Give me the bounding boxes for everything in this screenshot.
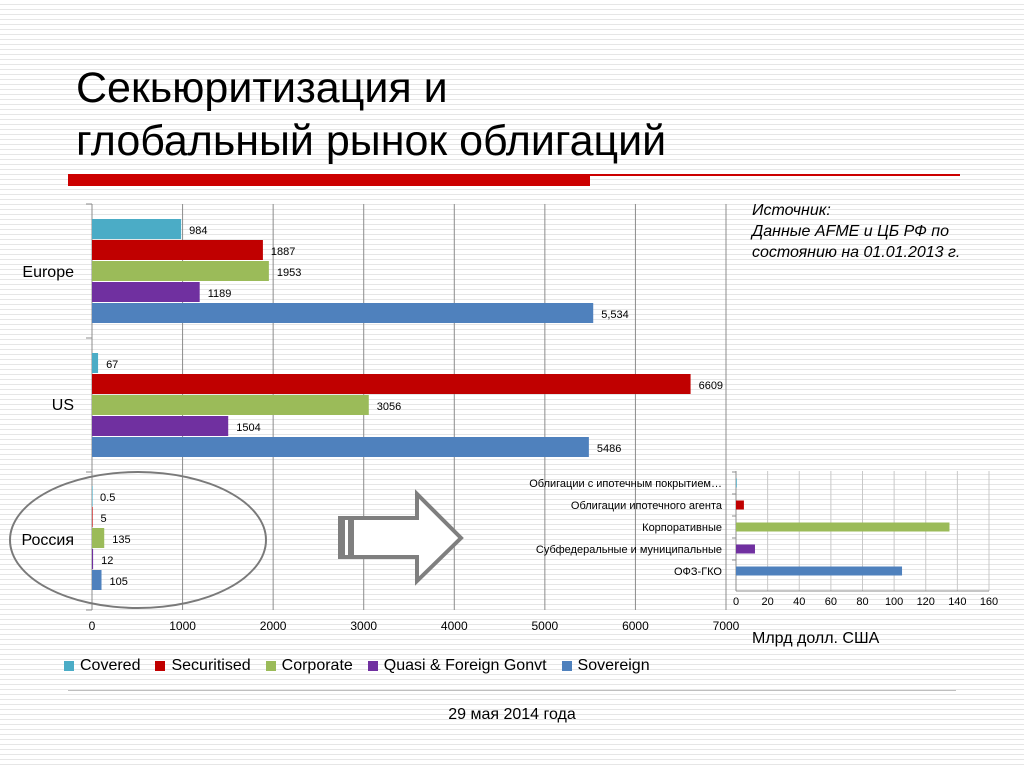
x-tick-label-2000: 2000 <box>260 619 287 633</box>
data-label-quasi-foreign-gonvt-1: 1189 <box>208 288 232 300</box>
data-label-sovereign-1: 5,534 <box>601 309 629 321</box>
legend-swatch-quasi-foreign-gonvt <box>367 661 378 671</box>
slide-title-line-2: глобальный рынок облигаций <box>76 117 667 165</box>
russia-x-tick-label-100: 100 <box>885 596 903 608</box>
bar-corporate-2 <box>92 395 369 415</box>
category-label-1: Europe <box>22 264 74 281</box>
bar-covered-1 <box>92 219 182 239</box>
title-underline-thin <box>590 174 960 176</box>
legend-swatch-securitised <box>155 661 166 671</box>
russia-x-tick-label-20: 20 <box>762 596 774 608</box>
bar-sovereign-2 <box>92 437 589 457</box>
bar-sovereign-1 <box>92 303 594 323</box>
footer-divider <box>68 690 956 691</box>
x-tick-label-7000: 7000 <box>713 619 740 633</box>
slide-title: Секьюритизация и глобальный рынок облига… <box>76 62 896 168</box>
russia-category-label-3: Корпоративные <box>642 522 722 534</box>
russia-bar-3 <box>736 522 950 532</box>
legend-swatch-sovereign <box>561 661 572 671</box>
russia-x-tick-label-160: 160 <box>980 596 998 608</box>
chart-legend: Covered Securitised Corporate Quasi & Forei… <box>64 656 665 676</box>
x-tick-label-6000: 6000 <box>622 619 649 633</box>
legend-item-covered: Covered <box>64 657 140 675</box>
category-label-2: US <box>52 397 74 414</box>
footer-date: 29 мая 2014 года <box>448 706 576 723</box>
legend-item-corporate: Corporate <box>265 657 353 675</box>
russia-x-tick-label-140: 140 <box>948 596 966 608</box>
data-label-sovereign-2: 5486 <box>597 443 621 455</box>
slide-title-line-1: Секьюритизация и <box>76 64 448 112</box>
source-note-line-1: Источник: <box>752 202 831 219</box>
bar-corporate-1 <box>92 261 269 281</box>
russia-bar-4 <box>736 544 755 554</box>
russia-chart-unit-label: Млрд долл. США <box>752 630 880 647</box>
russia-x-tick-label-120: 120 <box>917 596 935 608</box>
data-label-covered-2: 67 <box>106 359 118 371</box>
legend-label-securitised: Securitised <box>171 657 251 674</box>
russia-category-label-1: Облигации с ипотечным покрытием… <box>529 478 722 490</box>
source-note-line-3: состоянию на 01.01.2013 г. <box>752 244 961 261</box>
russia-bar-1 <box>736 478 737 488</box>
data-label-covered-1: 984 <box>189 225 207 237</box>
bar-covered-2 <box>92 353 99 373</box>
x-tick-label-3000: 3000 <box>350 619 377 633</box>
russia-bar-5 <box>736 566 903 576</box>
source-note: Источник: Данные AFME и ЦБ РФ по состоян… <box>752 200 1012 263</box>
legend-swatch-covered <box>64 661 74 671</box>
russia-category-label-4: Субфедеральные и муниципальные <box>536 544 722 556</box>
legend-label-sovereign: Sovereign <box>577 657 650 674</box>
russia-category-label-5: ОФЗ-ГКО <box>674 566 722 578</box>
legend-label-corporate: Corporate <box>281 657 353 674</box>
legend-item-securitised: Securitised <box>155 657 251 675</box>
legend-swatch-corporate <box>265 661 276 671</box>
legend-label-covered: Covered <box>80 657 141 674</box>
data-label-quasi-foreign-gonvt-2: 1504 <box>236 422 260 434</box>
data-label-corporate-1: 1953 <box>277 267 301 279</box>
russia-x-tick-label-60: 60 <box>825 596 837 608</box>
russia-highlight-oval <box>9 471 267 609</box>
russia-category-label-2: Облигации ипотечного агента <box>571 500 723 512</box>
legend-label-quasi-foreign-gonvt: Quasi & Foreign Gonvt <box>383 657 547 674</box>
bar-quasi-foreign-gonvt-1 <box>92 282 200 302</box>
x-tick-label-1000: 1000 <box>169 619 196 633</box>
russia-x-tick-label-80: 80 <box>856 596 868 608</box>
x-tick-label-5000: 5000 <box>532 619 559 633</box>
russia-x-tick-label-0: 0 <box>733 596 739 608</box>
legend-item-quasi-foreign-gonvt: Quasi & Foreign Gonvt <box>367 657 547 675</box>
source-note-line-2: Данные AFME и ЦБ РФ по <box>752 223 949 240</box>
legend-item-sovereign: Sovereign <box>561 657 650 675</box>
data-label-corporate-2: 3056 <box>377 401 401 413</box>
data-label-securitised-2: 6609 <box>699 380 723 392</box>
x-tick-label-0: 0 <box>89 619 96 633</box>
bar-securitised-2 <box>92 374 691 394</box>
bar-quasi-foreign-gonvt-2 <box>92 416 229 436</box>
data-label-securitised-1: 1887 <box>271 246 295 258</box>
russia-bar-2 <box>736 500 744 510</box>
x-tick-label-4000: 4000 <box>441 619 468 633</box>
title-underline-thick <box>68 174 590 186</box>
russia-x-tick-label-40: 40 <box>793 596 805 608</box>
bar-securitised-1 <box>92 240 263 260</box>
